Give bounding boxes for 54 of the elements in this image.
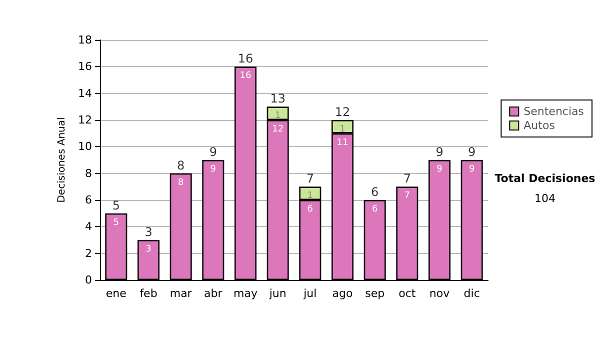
data-label: 9 xyxy=(210,164,216,174)
total-label: 7 xyxy=(306,172,314,186)
total-label: 16 xyxy=(238,52,254,66)
y-tick-label: 18 xyxy=(78,34,92,46)
y-tick-label: 12 xyxy=(78,114,92,126)
legend-label: Autos xyxy=(524,119,556,132)
x-tick-label: feb xyxy=(140,287,158,300)
y-tick-label: 14 xyxy=(78,86,92,100)
y-tick-label: 10 xyxy=(78,140,92,154)
data-label: 12 xyxy=(272,124,284,134)
y-axis-title: Decisiones Anual xyxy=(56,117,68,203)
x-tick-label: nov xyxy=(429,287,450,300)
x-tick-label: may xyxy=(234,287,258,300)
data-label: 1 xyxy=(274,111,281,122)
data-label: 5 xyxy=(113,218,120,228)
data-label: 11 xyxy=(336,138,348,148)
x-tick-label: jul xyxy=(302,287,317,300)
data-label: 1 xyxy=(307,191,314,202)
x-tick-label: dic xyxy=(464,287,480,300)
total-label: 8 xyxy=(177,158,185,172)
data-label: 1 xyxy=(340,124,346,134)
data-label: 16 xyxy=(240,71,252,82)
total-label: 5 xyxy=(112,198,120,212)
legend-label: Sentencias xyxy=(524,105,584,118)
y-tick-label: 8 xyxy=(85,166,92,180)
x-tick-label: oct xyxy=(398,287,416,300)
data-label: 9 xyxy=(468,164,475,174)
total-label: 12 xyxy=(334,105,350,119)
y-tick-label: 16 xyxy=(78,60,92,74)
data-label: 9 xyxy=(436,164,443,174)
data-label: 6 xyxy=(372,204,378,214)
data-label: 8 xyxy=(178,178,184,188)
total-label: 13 xyxy=(270,92,286,106)
data-label: 7 xyxy=(404,191,410,202)
y-tick-label: 4 xyxy=(85,220,92,234)
x-tick-label: ene xyxy=(106,287,127,300)
total-label: 9 xyxy=(468,145,476,159)
y-tick-label: 6 xyxy=(85,194,92,206)
y-tick-label: 2 xyxy=(85,246,92,260)
total-label: 9 xyxy=(436,145,444,159)
x-tick-label: abr xyxy=(204,287,223,300)
x-tick-label: mar xyxy=(170,287,192,300)
x-tick-label: jun xyxy=(268,287,286,300)
total-label: 6 xyxy=(371,185,379,199)
text: 104 xyxy=(534,192,556,205)
data-label: 6 xyxy=(307,204,314,214)
data-label: 3 xyxy=(146,244,152,254)
total-label: 3 xyxy=(144,225,152,239)
total-label: 7 xyxy=(403,172,411,186)
y-tick-label: 0 xyxy=(85,274,92,286)
x-tick-label: sep xyxy=(365,287,385,300)
total-label: 9 xyxy=(209,145,217,159)
text: Total Decisiones xyxy=(494,172,596,185)
x-tick-label: ago xyxy=(332,287,353,300)
